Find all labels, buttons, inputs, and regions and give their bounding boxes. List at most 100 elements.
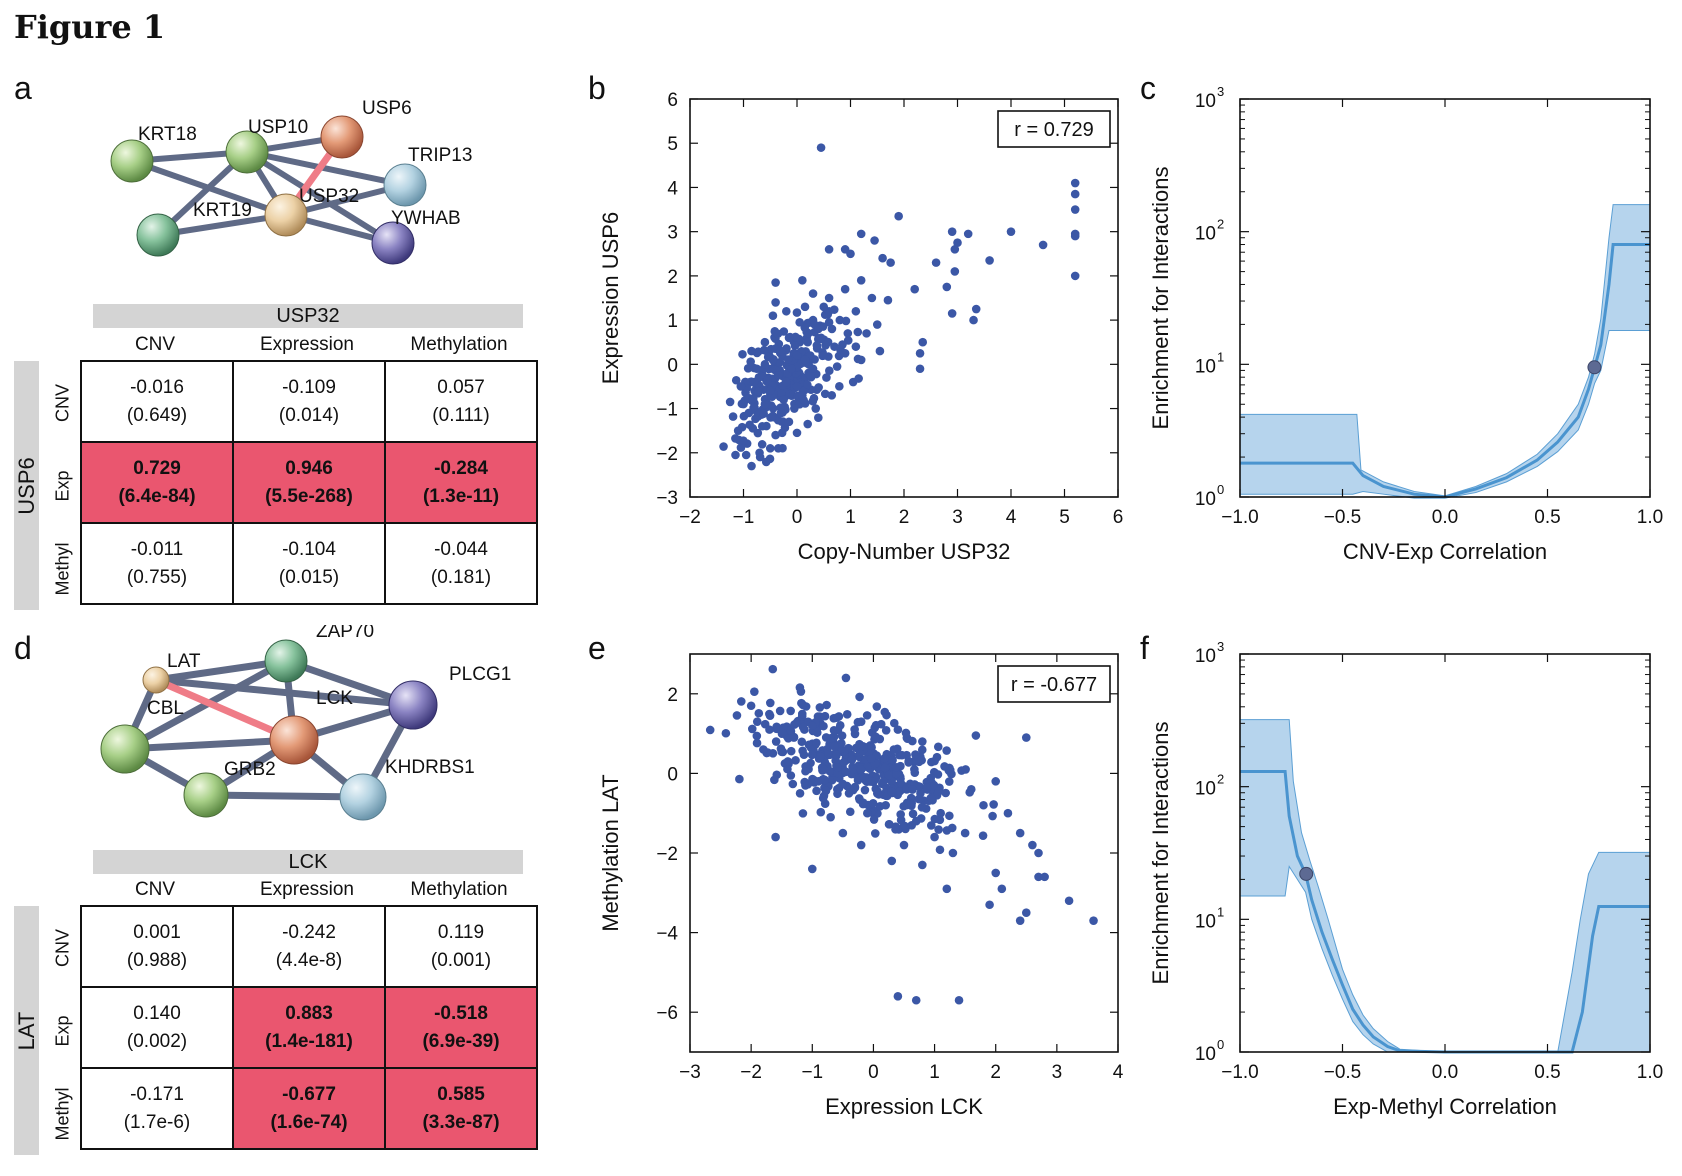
scatter-point bbox=[747, 461, 756, 471]
scatter-point bbox=[886, 258, 895, 267]
table-row: -0.011 (0.755) -0.104 (0.015) -0.044 (0.181… bbox=[80, 522, 538, 605]
scatter-point bbox=[776, 408, 786, 418]
scatter-point bbox=[765, 386, 775, 396]
y-tick-exponent: 0 bbox=[1217, 482, 1224, 497]
scatter-points bbox=[705, 664, 1098, 1005]
scatter-point bbox=[816, 752, 825, 761]
scatter-point bbox=[796, 687, 806, 696]
scatter-point bbox=[831, 749, 841, 759]
scatter-point bbox=[850, 782, 860, 792]
label-khdrbs1: KHDRBS1 bbox=[385, 757, 475, 778]
scatter-point bbox=[936, 808, 945, 818]
scatter-point bbox=[778, 417, 788, 426]
scatter-point bbox=[771, 298, 780, 307]
scatter-point bbox=[782, 377, 791, 387]
table-row: -0.016 (0.649) -0.109 (0.014) 0.057 (0.111) bbox=[80, 360, 538, 443]
scatter-point bbox=[750, 687, 759, 696]
scatter-point bbox=[820, 711, 830, 721]
scatter-point bbox=[876, 719, 886, 729]
network-d: ZAP70 LAT PLCG1 CBL LCK GRB2 KHDRBS1 bbox=[100, 625, 511, 821]
scatter-point bbox=[870, 723, 879, 733]
scatter-point bbox=[790, 404, 799, 413]
scatter-point bbox=[953, 238, 962, 248]
scatter-point bbox=[757, 440, 767, 449]
scatter-point bbox=[775, 706, 785, 716]
scatter-point bbox=[816, 333, 826, 343]
network-a: KRT18 USP10 USP6 TRIP13 USP32 KRT19 YWHA… bbox=[110, 98, 472, 265]
scatter-point bbox=[824, 318, 834, 327]
scatter-point bbox=[806, 371, 815, 380]
scatter-point bbox=[933, 770, 943, 779]
scatter-point bbox=[917, 803, 927, 812]
table-cell: -0.171 (1.7e-6) bbox=[80, 1067, 234, 1150]
scatter-point bbox=[873, 786, 882, 796]
enrichment-line bbox=[1240, 243, 1650, 499]
x-tick-label: −0.5 bbox=[1324, 1062, 1362, 1083]
scatter-point bbox=[856, 276, 866, 285]
scatter-point bbox=[732, 711, 742, 720]
scatter-point bbox=[797, 709, 807, 719]
scatter-point bbox=[719, 442, 728, 451]
scatter-point bbox=[934, 787, 944, 796]
table-cell: 0.119 (0.001) bbox=[384, 905, 538, 988]
scatter-point bbox=[803, 419, 812, 429]
scatter-point bbox=[807, 721, 817, 730]
scatter-point bbox=[797, 737, 807, 747]
scatter-point bbox=[840, 348, 850, 358]
scatter-point bbox=[985, 900, 994, 910]
scatter-point bbox=[978, 831, 988, 840]
scatter-point bbox=[775, 357, 785, 367]
scatter-point bbox=[971, 304, 981, 314]
scatter-point bbox=[933, 742, 943, 752]
label-cbl: CBL bbox=[147, 698, 184, 719]
scatter-point bbox=[891, 822, 900, 831]
scatter-point bbox=[749, 377, 759, 387]
scatter-point bbox=[784, 417, 794, 427]
label-grb2: GRB2 bbox=[224, 759, 276, 780]
scatter-point bbox=[731, 450, 740, 460]
scatter-point bbox=[819, 765, 829, 775]
scatter-point bbox=[753, 428, 763, 438]
scatter-point bbox=[856, 717, 866, 726]
scatter-point bbox=[792, 718, 801, 728]
scatter-chart-e: −3 −2 −1 0 1 2 3 4 Expression LCK Methylation LAT… bbox=[598, 653, 1124, 1119]
scatter-point bbox=[1003, 808, 1013, 818]
scatter-point bbox=[765, 709, 774, 719]
scatter-point bbox=[759, 409, 768, 419]
scatter-point bbox=[950, 267, 960, 276]
x-tick-label: −1 bbox=[801, 1062, 823, 1083]
scatter-point bbox=[821, 786, 831, 796]
label-usp10: USP10 bbox=[248, 117, 308, 138]
y-tick-label: 0 bbox=[667, 764, 678, 785]
scatter-point bbox=[934, 825, 943, 834]
y-tick-label: 6 bbox=[667, 90, 678, 111]
scatter-point bbox=[847, 755, 857, 765]
scatter-point bbox=[855, 692, 864, 702]
scatter-point bbox=[895, 786, 905, 796]
scatter-point bbox=[875, 346, 885, 356]
scatter-point bbox=[735, 774, 744, 784]
correlation-annotation: r = 0.729 bbox=[1014, 119, 1094, 141]
table-cell: -0.044 (0.181) bbox=[384, 522, 538, 605]
scatter-point bbox=[929, 780, 939, 790]
scatter-point bbox=[838, 340, 847, 349]
scatter-point bbox=[837, 738, 846, 748]
enrichment-line bbox=[1240, 770, 1650, 1054]
scatter-point bbox=[812, 738, 821, 748]
scatter-point bbox=[814, 413, 823, 422]
scatter-point bbox=[830, 741, 839, 751]
scatter-point bbox=[792, 428, 802, 438]
scatter-point bbox=[910, 756, 920, 765]
scatter-point bbox=[862, 329, 871, 338]
x-tick-label: 5 bbox=[1059, 507, 1070, 528]
scatter-point bbox=[900, 821, 909, 831]
panel-letter-e: e bbox=[588, 630, 606, 666]
scatter-point bbox=[879, 777, 888, 786]
label-krt18: KRT18 bbox=[138, 124, 197, 145]
node-usp32 bbox=[264, 193, 308, 237]
table-a-side-band: USP6 bbox=[14, 361, 39, 610]
y-tick-exponent: 1 bbox=[1217, 349, 1224, 364]
table-d-banner: LCK bbox=[93, 850, 523, 874]
scatter-point bbox=[795, 789, 805, 798]
scatter-point bbox=[922, 783, 932, 792]
